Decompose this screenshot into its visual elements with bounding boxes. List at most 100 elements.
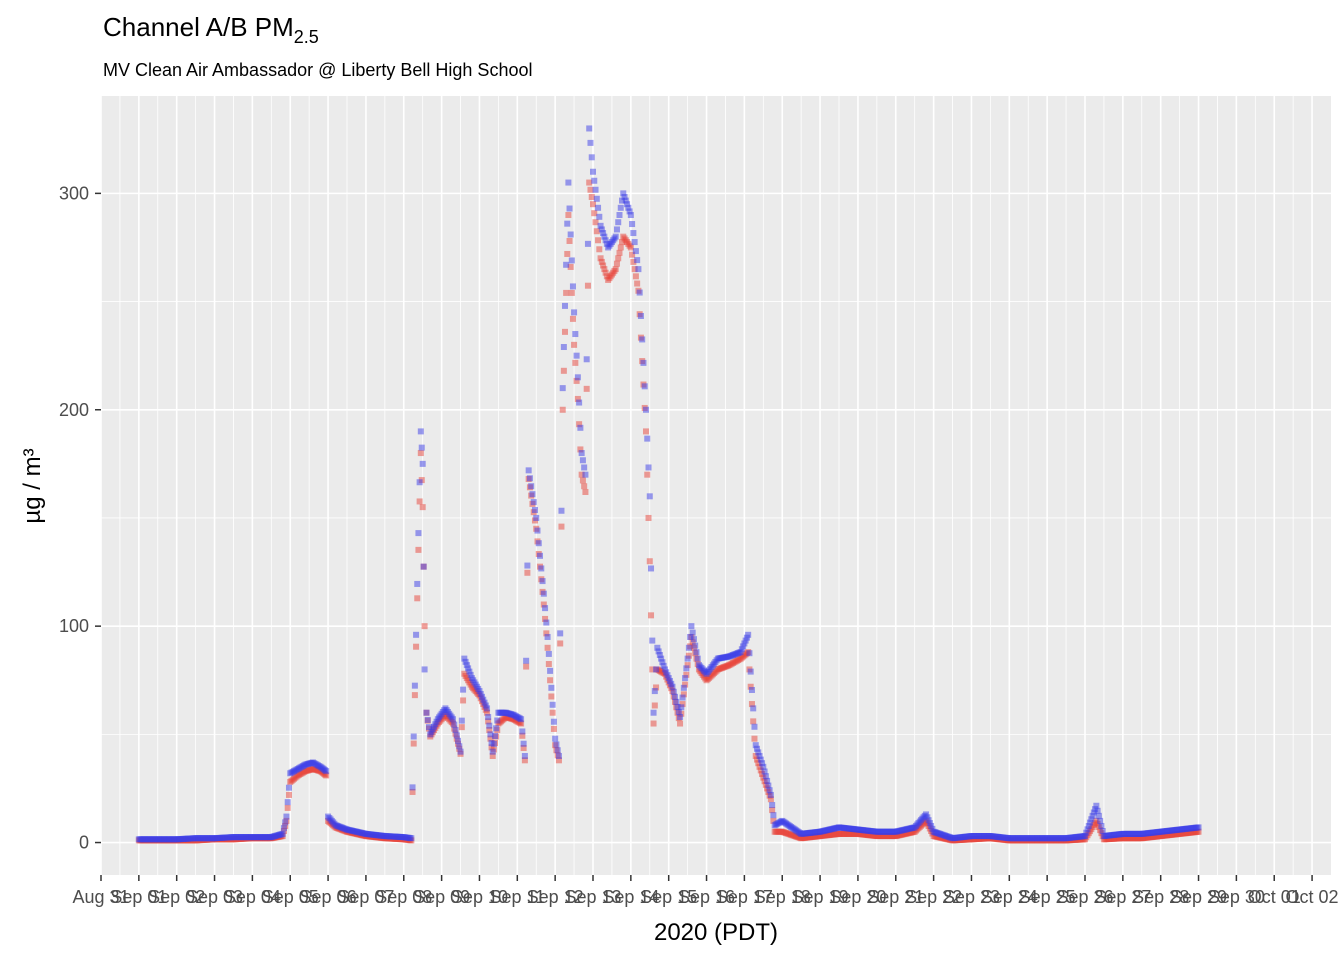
data-point bbox=[595, 237, 602, 244]
data-point bbox=[583, 385, 590, 392]
data-point bbox=[612, 266, 619, 273]
data-point bbox=[566, 237, 573, 244]
data-point bbox=[1085, 822, 1092, 829]
y-tick-label: 200 bbox=[59, 400, 89, 420]
x-tick-label: Sep 05 bbox=[262, 887, 319, 907]
data-point bbox=[756, 752, 763, 759]
data-point bbox=[491, 733, 498, 740]
data-point bbox=[411, 692, 418, 699]
data-point bbox=[1195, 824, 1202, 831]
data-point bbox=[630, 258, 637, 265]
data-point bbox=[767, 791, 774, 798]
data-point bbox=[534, 527, 541, 534]
data-point bbox=[547, 667, 554, 674]
data-point bbox=[631, 239, 638, 246]
data-point bbox=[770, 817, 777, 824]
data-point bbox=[410, 740, 417, 747]
data-point bbox=[548, 693, 555, 700]
data-point bbox=[649, 637, 656, 644]
data-point bbox=[458, 717, 465, 724]
data-point bbox=[571, 341, 578, 348]
data-point bbox=[466, 668, 473, 675]
data-point bbox=[1083, 829, 1090, 836]
data-point bbox=[613, 260, 620, 267]
data-point bbox=[678, 704, 685, 711]
data-point bbox=[621, 193, 628, 200]
y-tick-label: 100 bbox=[59, 616, 89, 636]
data-point bbox=[627, 244, 634, 251]
data-point bbox=[615, 255, 622, 262]
data-point bbox=[748, 686, 755, 693]
data-point bbox=[567, 263, 574, 270]
data-point bbox=[651, 702, 658, 709]
data-point bbox=[519, 728, 526, 735]
data-point bbox=[577, 424, 584, 431]
data-point bbox=[533, 514, 540, 521]
data-point bbox=[646, 558, 653, 565]
data-point bbox=[573, 352, 580, 359]
data-point bbox=[456, 743, 463, 750]
data-point bbox=[461, 655, 468, 662]
data-point bbox=[537, 552, 544, 559]
data-point bbox=[755, 760, 762, 767]
data-point bbox=[413, 631, 420, 638]
data-point bbox=[590, 201, 596, 208]
data-point bbox=[586, 125, 593, 132]
x-tick-label: Sep 10 bbox=[451, 887, 508, 907]
data-point bbox=[576, 421, 583, 428]
data-point bbox=[563, 261, 570, 268]
data-point bbox=[579, 457, 586, 464]
data-point bbox=[761, 768, 768, 775]
data-point bbox=[597, 255, 604, 262]
data-point bbox=[565, 179, 572, 186]
data-point bbox=[563, 289, 570, 296]
data-point bbox=[593, 195, 600, 202]
data-point bbox=[414, 580, 421, 587]
data-point bbox=[584, 282, 591, 289]
data-point bbox=[545, 650, 552, 657]
data-point bbox=[544, 633, 551, 640]
data-point bbox=[632, 248, 639, 255]
y-tick-label: 300 bbox=[59, 183, 89, 203]
data-point bbox=[1089, 812, 1096, 819]
data-point bbox=[413, 643, 420, 650]
data-point bbox=[545, 661, 552, 668]
data-point bbox=[414, 595, 421, 602]
data-point bbox=[640, 359, 647, 366]
data-point bbox=[752, 752, 759, 759]
data-point bbox=[542, 605, 549, 612]
data-point bbox=[754, 745, 760, 752]
data-point bbox=[411, 682, 418, 689]
data-point bbox=[601, 233, 608, 240]
data-point bbox=[648, 612, 655, 619]
data-point bbox=[616, 249, 623, 256]
data-point bbox=[766, 787, 773, 794]
data-point bbox=[489, 752, 496, 759]
data-point bbox=[410, 733, 417, 740]
data-point bbox=[494, 717, 501, 724]
data-point bbox=[487, 731, 494, 738]
data-point bbox=[558, 507, 565, 514]
x-tick-label: Sep 26 bbox=[1056, 887, 1113, 907]
data-point bbox=[285, 791, 292, 798]
data-point bbox=[557, 640, 564, 647]
data-point bbox=[670, 688, 677, 695]
data-point bbox=[484, 709, 491, 716]
data-point bbox=[591, 177, 598, 184]
data-point bbox=[518, 720, 525, 727]
data-point bbox=[592, 219, 599, 226]
data-point bbox=[649, 666, 656, 673]
data-point bbox=[601, 266, 608, 273]
data-point bbox=[642, 428, 649, 435]
data-point bbox=[588, 154, 595, 161]
data-point bbox=[760, 763, 767, 770]
data-point bbox=[559, 406, 566, 413]
data-point bbox=[283, 813, 290, 820]
data-point bbox=[1088, 816, 1095, 823]
data-point bbox=[420, 563, 427, 570]
data-point bbox=[673, 698, 680, 705]
data-point bbox=[569, 315, 576, 322]
data-point bbox=[1093, 802, 1100, 809]
data-point bbox=[489, 748, 496, 755]
